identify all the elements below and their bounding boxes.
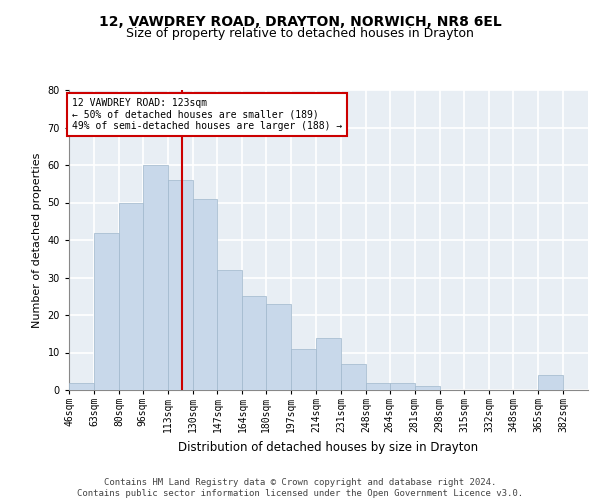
Bar [366,382,389,390]
Text: Size of property relative to detached houses in Drayton: Size of property relative to detached ho… [126,28,474,40]
Bar [266,304,291,390]
Bar [94,232,119,390]
Bar [242,296,266,390]
Bar [167,180,193,390]
Text: 12 VAWDREY ROAD: 123sqm
← 50% of detached houses are smaller (189)
49% of semi-d: 12 VAWDREY ROAD: 123sqm ← 50% of detache… [72,98,342,131]
Bar [217,270,242,390]
Bar [538,375,563,390]
Bar [69,382,94,390]
Bar [143,165,167,390]
Bar [291,349,316,390]
Bar [316,338,341,390]
X-axis label: Distribution of detached houses by size in Drayton: Distribution of detached houses by size … [178,440,479,454]
Bar [341,364,366,390]
Text: Contains HM Land Registry data © Crown copyright and database right 2024.
Contai: Contains HM Land Registry data © Crown c… [77,478,523,498]
Bar [193,198,217,390]
Bar [119,202,143,390]
Text: 12, VAWDREY ROAD, DRAYTON, NORWICH, NR8 6EL: 12, VAWDREY ROAD, DRAYTON, NORWICH, NR8 … [98,15,502,29]
Bar [415,386,440,390]
Bar [389,382,415,390]
Y-axis label: Number of detached properties: Number of detached properties [32,152,42,328]
